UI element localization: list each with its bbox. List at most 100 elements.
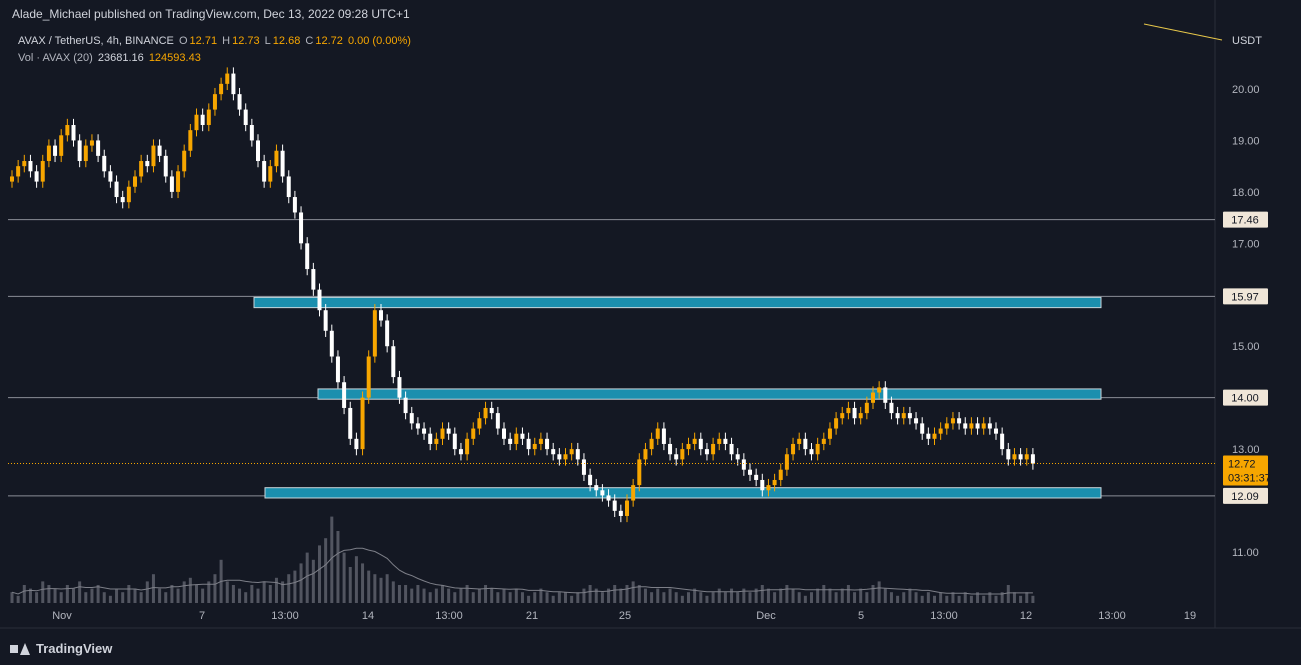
- candle-body: [452, 433, 457, 450]
- volume-bar: [797, 592, 801, 603]
- volume-bar: [520, 592, 524, 603]
- volume-bar: [158, 588, 162, 603]
- candle: [668, 437, 673, 461]
- candle-body: [212, 94, 217, 110]
- candle-body: [385, 320, 390, 347]
- candle-body: [182, 150, 187, 172]
- volume-bar: [674, 592, 678, 603]
- volume-bar: [822, 585, 826, 603]
- volume-bar: [465, 585, 469, 603]
- candle-body: [286, 176, 291, 198]
- candle-body: [686, 443, 691, 450]
- candle-body: [243, 109, 248, 126]
- candle-body: [219, 83, 224, 95]
- volume-bar: [791, 588, 795, 603]
- candle-body: [594, 485, 599, 491]
- volume-bar: [108, 595, 112, 603]
- candle: [219, 77, 224, 101]
- currency-label: USDT: [1232, 35, 1262, 47]
- open-value: 12.71: [189, 35, 218, 47]
- candle-body: [748, 469, 752, 475]
- candle: [987, 417, 992, 435]
- volume-bar: [1019, 595, 1023, 603]
- candle: [385, 314, 390, 353]
- candle: [292, 190, 297, 219]
- x-tick-label: 14: [362, 610, 374, 622]
- candle: [778, 463, 783, 487]
- candle: [643, 442, 648, 466]
- candle: [22, 154, 27, 173]
- open-label: O: [178, 35, 188, 47]
- volume-bar: [354, 556, 358, 603]
- candle: [440, 422, 445, 445]
- candle-body: [409, 413, 414, 424]
- volume-bar: [908, 588, 912, 603]
- candle: [59, 129, 64, 163]
- candle-body: [754, 474, 759, 480]
- candle-body: [889, 402, 894, 414]
- candle-body: [569, 449, 574, 455]
- volume-bar: [53, 588, 57, 603]
- candle-body: [606, 495, 611, 501]
- level-tag-label: 14.00: [1231, 393, 1259, 405]
- candle: [403, 391, 408, 420]
- candle-body: [637, 459, 642, 486]
- candle: [126, 180, 131, 209]
- volume-bar: [816, 588, 820, 603]
- level-tag-box: [1223, 288, 1268, 305]
- candle-body: [360, 397, 365, 450]
- volume-bar: [10, 592, 14, 603]
- candle-body: [944, 423, 949, 429]
- volume-bar: [1031, 595, 1035, 603]
- candle: [286, 170, 291, 204]
- high-value: 12.73: [232, 35, 260, 47]
- candle-body: [157, 145, 162, 156]
- candle: [1018, 448, 1023, 466]
- candle-body: [176, 171, 181, 192]
- symbol-name[interactable]: AVAX / TetherUS, 4h, BINANCE: [18, 35, 174, 47]
- candle: [206, 103, 211, 132]
- candle: [661, 422, 666, 451]
- candle-body: [83, 145, 88, 162]
- volume-bar: [963, 592, 967, 603]
- candle-body: [108, 171, 113, 182]
- candle: [1000, 427, 1005, 456]
- candle-body: [981, 423, 986, 429]
- candle-body: [335, 356, 340, 383]
- candle-body: [661, 428, 666, 444]
- volume-bar: [1025, 592, 1029, 603]
- volume-bar: [274, 577, 278, 603]
- candle: [145, 154, 150, 173]
- tradingview-logo[interactable]: TradingView: [10, 641, 112, 656]
- candle: [133, 170, 137, 193]
- candle: [698, 432, 703, 456]
- candle-body: [723, 438, 728, 444]
- candle: [735, 448, 740, 466]
- candle: [249, 118, 254, 147]
- candle: [465, 432, 470, 461]
- candle-body: [1000, 433, 1005, 450]
- candle: [950, 412, 955, 430]
- candle-body: [323, 310, 328, 331]
- candle: [163, 149, 168, 183]
- candle-body: [545, 438, 550, 450]
- volume-bar: [47, 585, 51, 603]
- candle-body: [655, 428, 660, 439]
- volume-bar: [336, 531, 340, 603]
- candle-body: [975, 423, 980, 429]
- candle-body: [877, 387, 882, 393]
- volume-bar: [951, 592, 955, 603]
- y-tick-label: 19.00: [1232, 135, 1260, 147]
- volume-bar: [72, 588, 75, 603]
- candle: [71, 118, 76, 147]
- candle-body: [206, 109, 211, 126]
- volume-bar: [557, 592, 561, 603]
- volume-bar: [680, 595, 684, 603]
- candle: [600, 484, 605, 502]
- volume-value: 23681.16: [97, 52, 144, 64]
- volume-bar: [1000, 592, 1004, 603]
- candle: [151, 139, 156, 173]
- candle: [680, 442, 685, 466]
- candle: [495, 406, 500, 435]
